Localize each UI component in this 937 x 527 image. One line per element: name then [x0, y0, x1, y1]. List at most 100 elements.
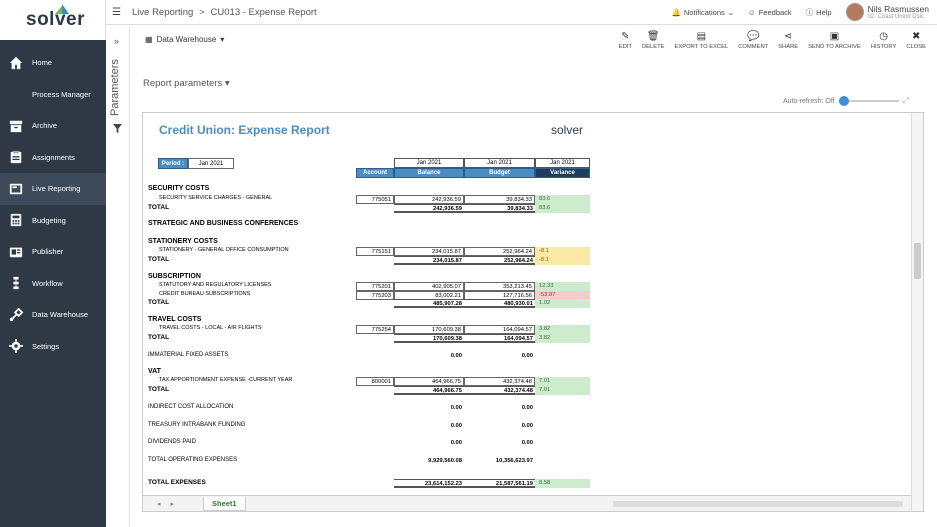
variance-cell[interactable]: -53.87 [535, 291, 590, 300]
sidebar-item-label: Archive [32, 121, 58, 131]
sidebar-item-label: Data Warehouse [32, 310, 89, 320]
report-parameters-toggle[interactable]: Report parameters ▾ [143, 78, 230, 89]
export-to-excel-button[interactable]: ▤ EXPORT TO EXCEL [670, 28, 734, 51]
sidebar-item-live-reporting[interactable]: Live Reporting [0, 173, 106, 205]
auto-refresh-slider[interactable] [838, 96, 899, 106]
sidebar-item-settings[interactable]: Settings [0, 331, 106, 363]
budget-cell[interactable]: 480,930.01 [464, 299, 535, 308]
filter-icon[interactable] [113, 124, 122, 133]
history-button[interactable]: ◷ HISTORY [866, 28, 902, 51]
variance-cell[interactable]: -8.1 [535, 247, 590, 256]
balance-cell[interactable]: 402,905.07 [394, 282, 464, 291]
sheet-tab[interactable]: Sheet1 [203, 496, 246, 511]
user-menu[interactable]: Nils Rasmussen 02: Coast Union Dsic [845, 3, 929, 21]
detail-row: SECURITY SERVICE CHARGES - GENERAL 775051… [143, 195, 911, 204]
variance-cell[interactable]: 83.6 [535, 204, 590, 213]
budget-cell[interactable]: 39,834.33 [464, 195, 535, 204]
solver-logo[interactable]: solver [0, 0, 106, 40]
balance-cell[interactable]: 170,609.38 [394, 334, 464, 343]
account-cell[interactable]: 775254 [356, 325, 394, 334]
breadcrumb-live-reporting[interactable]: Live Reporting [132, 6, 194, 18]
notifications-button[interactable]: 🔔 Notifications ⌄ [672, 8, 735, 17]
balance-cell[interactable]: 170,609.38 [394, 325, 464, 334]
budget-cell[interactable]: 432,374.48 [464, 386, 535, 395]
comment-button[interactable]: 💬 COMMENT [733, 28, 773, 51]
vertical-scrollbar[interactable] [911, 113, 923, 511]
bell-icon: 🔔 [671, 7, 681, 17]
variance-cell[interactable]: 1.02 [535, 299, 590, 308]
budget-cell[interactable]: 164,094.57 [464, 334, 535, 343]
balance-cell[interactable]: 242,936.59 [394, 204, 464, 213]
account-cell[interactable]: 775203 [356, 291, 394, 300]
sidebar-item-budgeting[interactable]: Budgeting [0, 205, 106, 237]
balance-cell[interactable]: 464,966.75 [394, 377, 464, 386]
balance-cell[interactable]: 0.00 [450, 353, 462, 359]
sidebar-item-publisher[interactable]: Publisher [0, 236, 106, 268]
variance-cell[interactable]: 3.82 [535, 334, 590, 343]
account-cell[interactable]: 800001 [356, 377, 394, 386]
account-cell[interactable]: 775151 [356, 247, 394, 256]
row-description: TOTAL [148, 299, 170, 306]
budget-cell[interactable]: 252,964.24 [464, 247, 535, 256]
balance-cell[interactable]: 0.00 [450, 440, 462, 446]
balance-cell[interactable]: 0.00 [450, 423, 462, 429]
hamburger-menu-icon[interactable]: ☰ [112, 6, 121, 18]
balance-cell[interactable]: 23,614,152.23 [394, 479, 464, 488]
summary-row: DIVIDENDS PAID 0.00 0.00 [143, 439, 911, 448]
row-description: IMMATERIAL FIXED ASSETS [148, 352, 229, 358]
variance-cell[interactable]: 83.6 [535, 195, 590, 204]
account-cell[interactable]: 775051 [356, 195, 394, 204]
parameters-label[interactable]: Parameters [109, 59, 121, 116]
period-value[interactable]: Jan 2021 [188, 158, 234, 169]
balance-cell[interactable]: 0.00 [450, 405, 462, 411]
expand-parameters-icon[interactable]: » [114, 36, 120, 46]
sidebar-item-archive[interactable]: Archive [0, 110, 106, 142]
variance-cell[interactable]: -8.1 [535, 256, 590, 265]
sidebar-item-workflow[interactable]: Workflow [0, 268, 106, 300]
close-button[interactable]: ✖ CLOSE [901, 28, 931, 51]
variance-cell[interactable]: 3.82 [535, 325, 590, 334]
share-icon: ⋖ [783, 30, 793, 42]
budget-cell[interactable]: 353,213.45 [464, 282, 535, 291]
help-button[interactable]: ⓘ Help [806, 7, 832, 18]
budget-cell[interactable]: 432,374.48 [464, 377, 535, 386]
expand-icon[interactable]: ⤢ [902, 96, 909, 105]
budget-cell[interactable]: 0.00 [521, 440, 533, 446]
data-warehouse-selector[interactable]: ▦ Data Warehouse ▾ [145, 35, 224, 44]
balance-cell[interactable]: 464,966.75 [394, 386, 464, 395]
variance-cell[interactable]: 8.58 [535, 479, 590, 488]
balance-cell[interactable]: 485,907.28 [394, 299, 464, 308]
budget-cell[interactable]: 0.00 [521, 423, 533, 429]
budget-cell[interactable]: 252,964.24 [464, 256, 535, 265]
sidebar-item-process-manager[interactable]: Process Manager [0, 79, 106, 111]
edit-button[interactable]: ✎ EDIT [614, 28, 637, 51]
budget-cell[interactable]: 0.00 [521, 353, 533, 359]
scroll-thumb[interactable] [914, 243, 921, 279]
row-description: TOTAL EXPENSES [148, 479, 206, 486]
feedback-button[interactable]: ☺ Feedback [748, 8, 792, 17]
share-button[interactable]: ⋖ SHARE [773, 28, 803, 51]
sidebar-item-data-warehouse[interactable]: Data Warehouse [0, 299, 106, 331]
variance-cell[interactable]: 12.33 [535, 282, 590, 291]
horizontal-scrollbar[interactable] [613, 501, 903, 507]
detail-row: STATIONERY - GENERAL OFFICE CONSUMPTION 7… [143, 247, 911, 256]
sheet-nav-arrows[interactable]: ◂ ▸ [157, 500, 178, 508]
send-to-archive-button[interactable]: ▣ SEND TO ARCHIVE [803, 28, 866, 51]
budget-cell[interactable]: 0.00 [521, 405, 533, 411]
budget-cell[interactable]: 164,094.57 [464, 325, 535, 334]
balance-cell[interactable]: 242,936.59 [394, 195, 464, 204]
variance-cell[interactable]: 7.01 [535, 386, 590, 395]
budget-cell[interactable]: 10,356,623.97 [495, 458, 533, 464]
balance-cell[interactable]: 234,015.87 [394, 247, 464, 256]
balance-cell[interactable]: 234,015.87 [394, 256, 464, 265]
balance-cell[interactable]: 9,929,560.08 [428, 458, 462, 464]
account-cell[interactable]: 775201 [356, 282, 394, 291]
budget-cell[interactable]: 39,834.33 [464, 204, 535, 213]
row-description: TREASURY INTRABANK FUNDING [148, 422, 246, 428]
sidebar-item-home[interactable]: Home [0, 47, 106, 79]
variance-cell[interactable]: 7.01 [535, 377, 590, 386]
slider-knob[interactable] [838, 96, 849, 106]
sidebar-item-assignments[interactable]: Assignments [0, 142, 106, 174]
delete-button[interactable]: 🗑 DELETE [637, 28, 670, 51]
budget-cell[interactable]: 21,587,561.19 [464, 479, 535, 488]
